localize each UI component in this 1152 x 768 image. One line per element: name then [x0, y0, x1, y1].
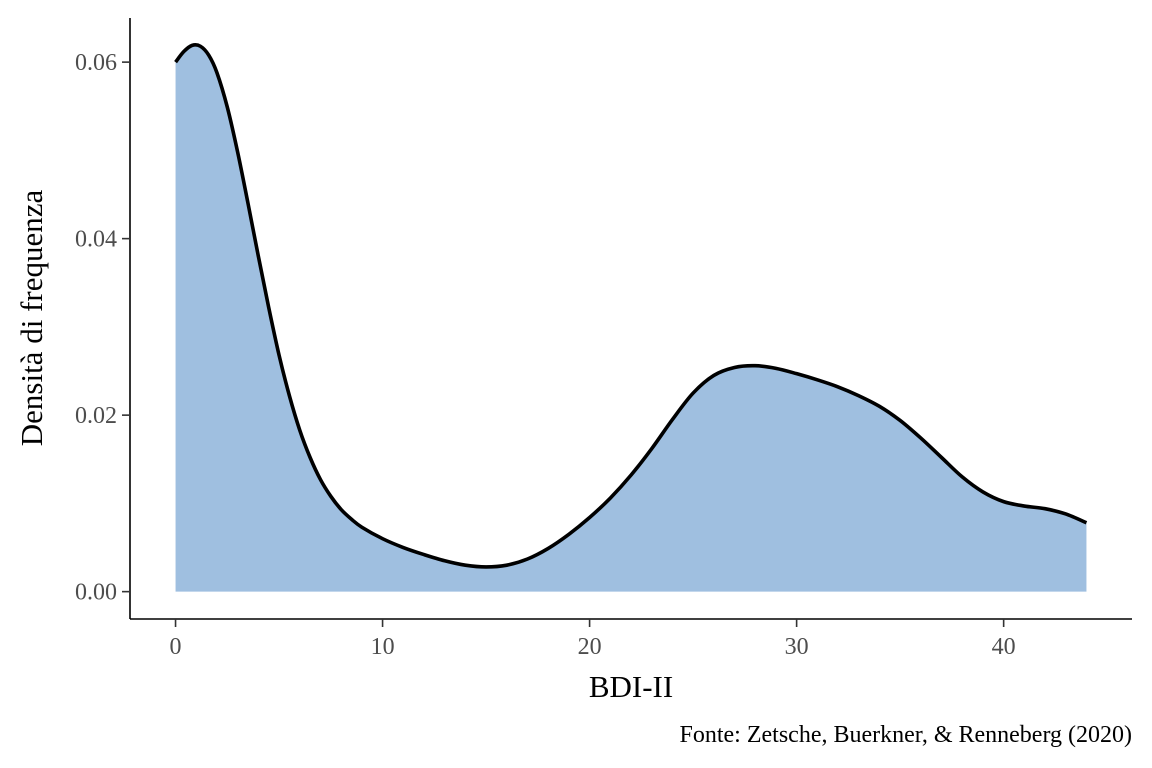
y-tick-label: 0.06: [75, 50, 117, 76]
plot-area: [174, 43, 1088, 592]
x-tick-label: 10: [371, 634, 395, 660]
density-curve-line: [174, 43, 1088, 569]
density-area-fill: [175, 44, 1087, 592]
y-tick-label: 0.04: [75, 227, 117, 253]
y-tick-label: 0.02: [75, 403, 117, 429]
x-tick-label: 40: [992, 634, 1016, 660]
y-tick-label: 0.00: [75, 580, 117, 606]
y-axis-ticks: 0.00 0.02 0.04 0.06: [75, 50, 130, 606]
y-axis-title: Densità di frequenza: [14, 190, 49, 447]
x-axis-title: BDI-II: [589, 669, 673, 704]
x-tick-label: 0: [170, 634, 182, 660]
x-tick-label: 30: [785, 634, 809, 660]
axes: 0 10 20 30 40 0.00 0.02 0.04 0.06: [75, 18, 1132, 660]
x-axis-ticks: 0 10 20 30 40: [170, 619, 1016, 660]
x-tick-label: 20: [578, 634, 602, 660]
source-caption: Fonte: Zetsche, Buerkner, & Renneberg (2…: [680, 722, 1132, 748]
